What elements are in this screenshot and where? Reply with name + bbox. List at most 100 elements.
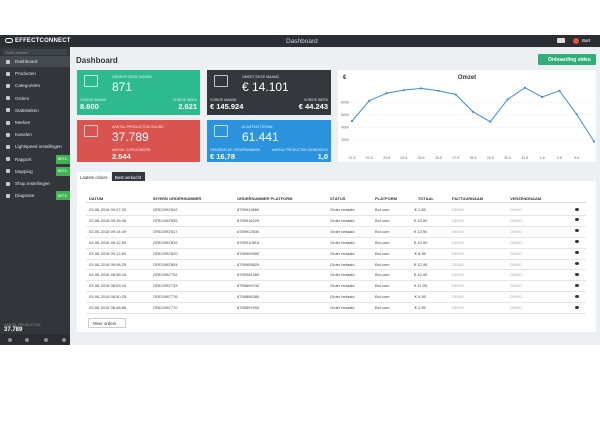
- table-cell: Order betaald: [330, 294, 355, 300]
- x-tick-label: 31-5: [521, 156, 528, 160]
- nav-icon: [6, 144, 10, 149]
- tile-sub-label: VORIGE WEEK: [172, 98, 197, 102]
- nav-item[interactable]: Dashboard: [15, 59, 38, 64]
- nav-item[interactable]: Merken: [15, 120, 31, 125]
- view-icon[interactable]: [575, 283, 579, 287]
- table-cell: ORD1987842: [153, 207, 178, 212]
- tile-value: 37.789: [112, 130, 149, 144]
- table-cell: € 2,95: [414, 305, 426, 311]
- table-cell: 8759891990: [237, 305, 260, 311]
- column-header: ORDERNUMMER PLATFORM: [237, 196, 293, 201]
- nav-item[interactable]: Lightspeed instellingen: [15, 144, 62, 150]
- footer-icon[interactable]: [44, 338, 48, 342]
- nav-item[interactable]: Shop instellingen: [15, 181, 50, 186]
- nav-item[interactable]: Orders: [15, 95, 30, 101]
- y-tick-label: 8000: [341, 101, 349, 105]
- footer-icon[interactable]: [8, 338, 12, 342]
- tile-label: AANTAL PRODUCTEN ONLINE: [112, 125, 164, 129]
- tile-sub-value: 2.621: [178, 102, 197, 111]
- table-cell: Bol.com: [375, 250, 390, 256]
- nav-item[interactable]: Categorieën: [15, 83, 41, 89]
- point: [523, 86, 526, 89]
- more-button[interactable]: [88, 318, 126, 328]
- row-rule: [86, 225, 586, 227]
- table-cell: ORD1987817: [153, 228, 178, 234]
- table-cell: DEMO: [452, 305, 464, 311]
- view-icon[interactable]: [575, 294, 579, 298]
- table-cell: € 11,95: [414, 283, 428, 289]
- view-icon[interactable]: [575, 272, 579, 276]
- more-button-label[interactable]: Meer orders: [93, 320, 117, 326]
- table-cell: 03-06-2016 08:58:16: [89, 272, 127, 278]
- tab-active[interactable]: [77, 172, 111, 181]
- tab-label[interactable]: Laatste orders: [80, 174, 108, 180]
- table-cell: 03-06-2016 09:12:53: [89, 250, 127, 256]
- nav-item[interactable]: Mapping: [15, 168, 33, 174]
- tab[interactable]: [112, 172, 145, 181]
- table-cell: Order betaald: [330, 261, 355, 267]
- view-icon[interactable]: [575, 262, 579, 265]
- table-cell: ORD1987839: [153, 217, 178, 223]
- footer-icon[interactable]: [62, 338, 66, 342]
- table-cell: ORD1987792: [153, 272, 178, 278]
- table-cell: DEMO: [452, 228, 464, 234]
- logo-icon: [5, 38, 13, 43]
- beta-label: BETA: [58, 157, 67, 162]
- header-rule: [86, 202, 586, 203]
- table-cell: 03-06-2016 09:12:53: [89, 239, 127, 245]
- view-icon[interactable]: [575, 207, 579, 211]
- tile-sub-value: € 16,78: [210, 152, 236, 161]
- view-icon[interactable]: [575, 229, 579, 233]
- avatar: [573, 38, 579, 44]
- view-icon[interactable]: [575, 240, 579, 244]
- point: [575, 113, 578, 116]
- table-cell: € 8,95: [414, 250, 426, 256]
- tile-sub-value: 2.544: [112, 152, 131, 161]
- notification-icon[interactable]: [557, 38, 565, 43]
- table-cell: 8759904350: [237, 272, 260, 278]
- tab-label[interactable]: Best verkocht: [115, 174, 142, 180]
- table-cell: 8759896280: [237, 294, 260, 300]
- chart-title: Omzet: [458, 75, 476, 81]
- table-cell: DEMO: [452, 261, 464, 267]
- point: [558, 89, 561, 92]
- table-cell: DEMO: [510, 294, 522, 300]
- onboarding-button[interactable]: [538, 54, 596, 65]
- sidebar-footer-label: AANTAL PRODUCTEN: [4, 323, 41, 327]
- row-rule: [86, 269, 586, 270]
- user-name[interactable]: Bart: [582, 38, 591, 43]
- nav-item[interactable]: Kanalen: [15, 132, 32, 138]
- view-icon[interactable]: [575, 305, 579, 309]
- nav-item[interactable]: Statistieken: [15, 107, 39, 113]
- table-cell: € 13,90: [413, 239, 428, 245]
- table-cell: 03-06-2016 09:27:20: [89, 207, 127, 212]
- y-tick-label: 4000: [341, 125, 349, 129]
- column-header: VERZENDNAAM: [510, 196, 542, 201]
- tile-sub-value: € 145.924: [210, 102, 244, 111]
- table-cell: 8759909990: [237, 250, 260, 256]
- table-cell: € 13,90: [413, 217, 428, 223]
- view-icon[interactable]: [575, 218, 579, 222]
- search-box[interactable]: [3, 48, 67, 55]
- nav-item[interactable]: Rapport: [15, 156, 32, 162]
- table-cell: DEMO: [510, 207, 522, 212]
- table-cell: DEMO: [452, 207, 464, 212]
- point: [489, 120, 492, 123]
- footer-icon[interactable]: [25, 338, 29, 342]
- row-rule: [86, 214, 586, 216]
- onboarding-button-label: Onboarding video: [548, 56, 591, 63]
- table-cell: DEMO: [510, 261, 522, 267]
- view-icon[interactable]: [575, 251, 579, 255]
- row-rule: [86, 236, 586, 238]
- x-tick-label: 3-6: [574, 156, 579, 160]
- line: [351, 87, 595, 142]
- x-tick-label: 21-5: [348, 156, 355, 160]
- nav-item[interactable]: Diagnose: [15, 193, 35, 199]
- column-header: STATUS: [330, 196, 346, 201]
- nav-item[interactable]: Producten: [15, 71, 36, 77]
- point: [454, 93, 457, 96]
- x-tick-label: 25-5: [418, 156, 425, 160]
- column-header: PLATFORM: [375, 196, 397, 201]
- sidebar-footer-bar: [0, 334, 70, 345]
